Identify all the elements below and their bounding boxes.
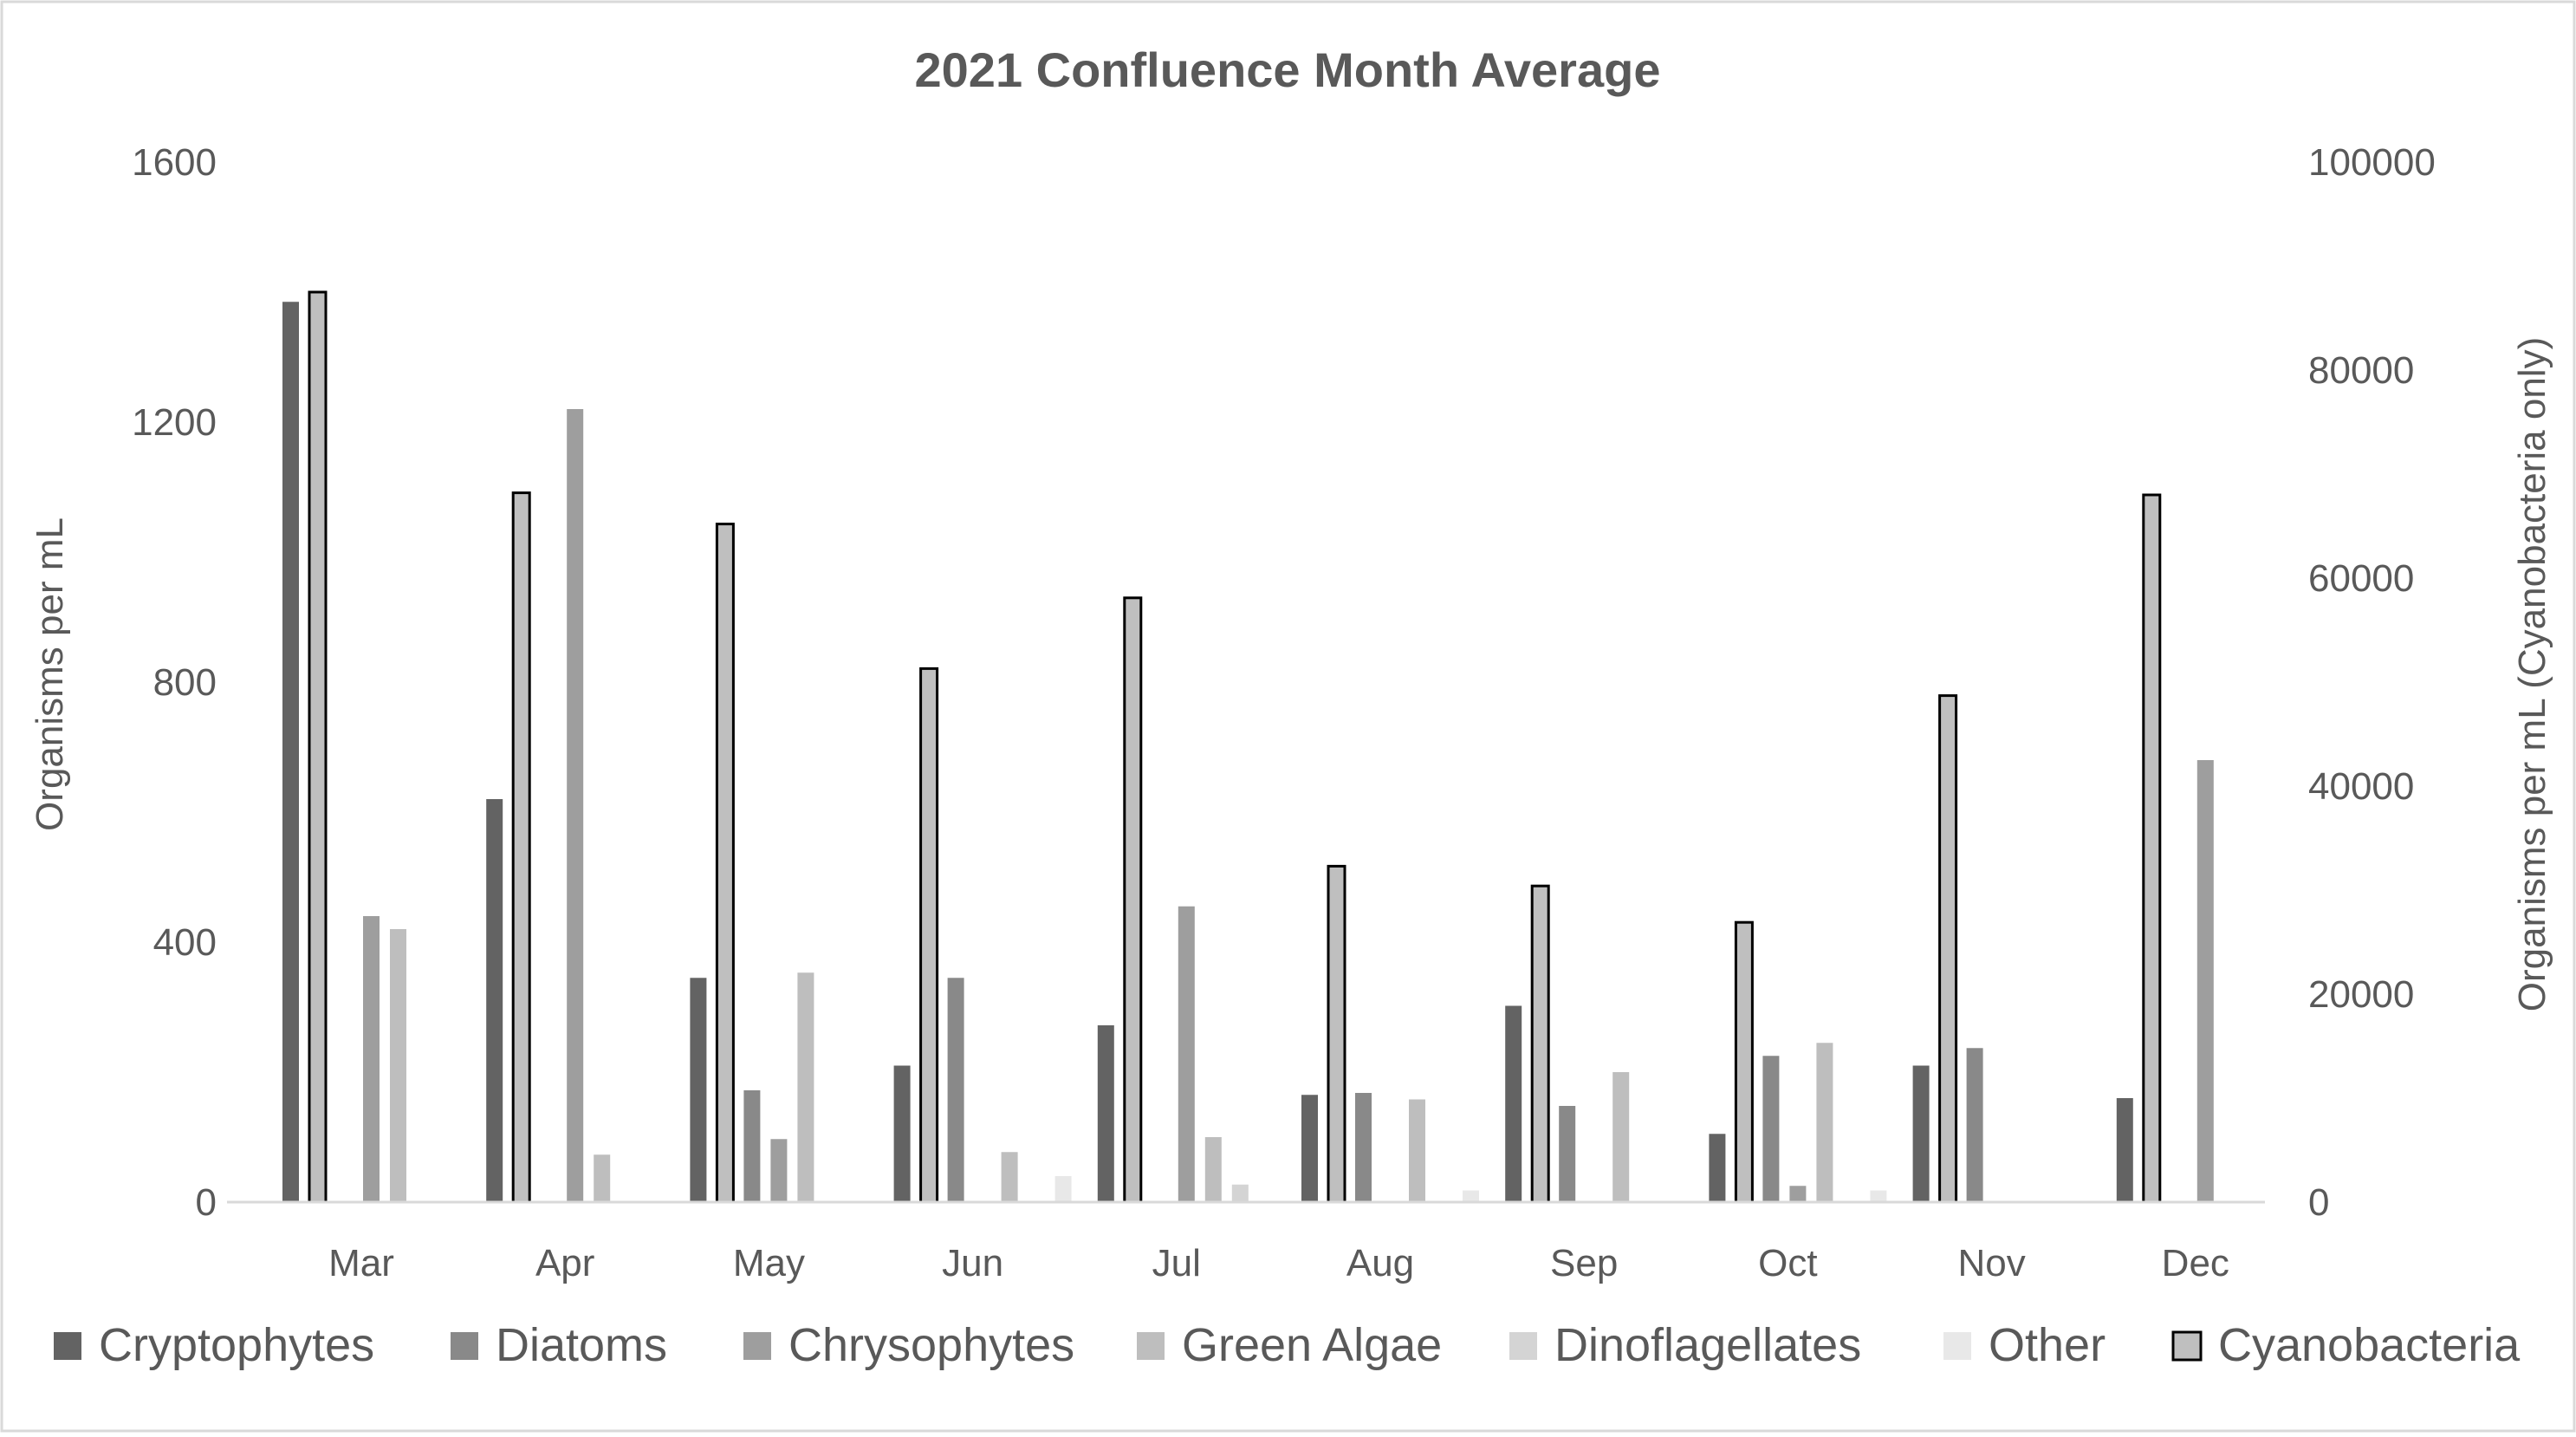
bar-diatoms-nov	[1966, 1048, 1983, 1202]
bars	[282, 290, 2214, 1204]
bar-dinoflagellates-jul	[1231, 1184, 1249, 1202]
bar-cryptophytes-dec	[2116, 1098, 2133, 1202]
y2-axis-ticks: 0 20000 40000 60000 80000 100000	[2308, 141, 2436, 1224]
x-tick-label: Apr	[535, 1242, 594, 1284]
bar-green-algae-may	[797, 972, 814, 1202]
y2-axis-title: Organisms per mL (Cyanobacteria only)	[2511, 337, 2553, 1011]
legend-swatch	[1943, 1332, 1971, 1360]
bar-green-algae-sep	[1612, 1072, 1630, 1202]
legend-label: Diatoms	[496, 1319, 667, 1371]
bar-chrysophytes-oct	[1789, 1186, 1807, 1202]
y2-tick-label: 100000	[2308, 141, 2436, 184]
bar-cyanobacteria-apr	[511, 491, 531, 1204]
legend-label: Green Algae	[1182, 1319, 1442, 1371]
bar-cryptophytes-jun	[893, 1065, 911, 1202]
bar-diatoms-oct	[1762, 1056, 1780, 1202]
x-tick-label: May	[733, 1242, 805, 1284]
bar-other-aug	[1463, 1190, 1479, 1202]
bar-chrysophytes-may	[770, 1139, 788, 1202]
bar-cryptophytes-jul	[1097, 1025, 1114, 1202]
y-axis-ticks: 0 400 800 1200 1600	[132, 141, 217, 1224]
legend-swatch	[2171, 1330, 2203, 1362]
bar-diatoms-sep	[1559, 1106, 1576, 1202]
legend-swatch	[743, 1332, 771, 1360]
bar-cyanobacteria-nov	[1938, 694, 1958, 1204]
legend-label: Chrysophytes	[788, 1319, 1074, 1371]
bar-green-algae-jul	[1204, 1137, 1222, 1202]
bar-cryptophytes-oct	[1709, 1134, 1726, 1202]
bar-cyanobacteria-may	[715, 523, 735, 1204]
bar-chrysophytes-apr	[567, 409, 584, 1202]
bar-green-algae-oct	[1816, 1043, 1833, 1202]
bar-diatoms-may	[743, 1090, 761, 1202]
chart-title: 2021 Confluence Month Average	[915, 42, 1661, 97]
y-tick-label: 0	[196, 1181, 217, 1224]
y2-tick-label: 20000	[2308, 973, 2414, 1016]
legend-label: Cyanobacteria	[2218, 1319, 2521, 1371]
bar-cryptophytes-may	[690, 978, 707, 1202]
x-tick-label: Mar	[328, 1242, 394, 1284]
y-axis-title: Organisms per mL	[29, 517, 71, 831]
bar-chrysophytes-dec	[2196, 760, 2214, 1202]
bar-cryptophytes-mar	[282, 302, 299, 1202]
y2-tick-label: 40000	[2308, 765, 2414, 808]
bar-cryptophytes-aug	[1301, 1095, 1318, 1202]
legend-swatch	[1137, 1332, 1165, 1360]
bar-cyanobacteria-mar	[308, 290, 328, 1204]
x-tick-label: Dec	[2162, 1242, 2229, 1284]
bar-green-algae-jun	[1001, 1152, 1018, 1202]
x-tick-label: Sep	[1550, 1242, 1618, 1284]
bar-cryptophytes-apr	[486, 799, 503, 1202]
y2-tick-label: 80000	[2308, 349, 2414, 392]
y2-tick-label: 60000	[2308, 557, 2414, 600]
y-tick-label: 800	[153, 661, 217, 704]
x-axis-labels: Mar Apr May Jun Jul Aug Sep Oct Nov Dec	[328, 1242, 2229, 1284]
legend-label: Dinoflagellates	[1554, 1319, 1861, 1371]
x-tick-label: Nov	[1957, 1242, 2025, 1284]
bar-green-algae-mar	[390, 929, 406, 1202]
y2-tick-label: 0	[2308, 1181, 2329, 1224]
bar-cyanobacteria-jun	[919, 666, 939, 1204]
y-tick-label: 1200	[132, 401, 217, 444]
bar-cryptophytes-nov	[1912, 1065, 1930, 1202]
bar-diatoms-jun	[947, 978, 964, 1202]
legend-swatch	[1509, 1332, 1537, 1360]
x-tick-label: Oct	[1758, 1242, 1817, 1284]
bar-cyanobacteria-jul	[1123, 596, 1143, 1204]
bar-other-oct	[1870, 1190, 1887, 1202]
x-tick-label: Aug	[1346, 1242, 1414, 1284]
bar-green-algae-aug	[1409, 1099, 1425, 1202]
y-tick-label: 400	[153, 921, 217, 964]
x-tick-label: Jul	[1152, 1242, 1201, 1284]
bar-cyanobacteria-dec	[2142, 493, 2162, 1204]
bar-cyanobacteria-sep	[1530, 884, 1550, 1204]
legend-label: Cryptophytes	[99, 1319, 374, 1371]
bar-cryptophytes-sep	[1505, 1005, 1522, 1202]
legend-swatch	[451, 1332, 478, 1360]
legend-label: Other	[1989, 1319, 2106, 1371]
legend: Cryptophytes Diatoms Chrysophytes Green Alg…	[54, 1319, 2521, 1371]
bar-chrysophytes-mar	[363, 916, 380, 1202]
bar-cyanobacteria-oct	[1734, 920, 1754, 1204]
x-tick-label: Jun	[942, 1242, 1003, 1284]
bar-other-jun	[1054, 1176, 1072, 1202]
bar-cyanobacteria-aug	[1327, 864, 1346, 1204]
bar-diatoms-aug	[1355, 1093, 1372, 1202]
legend-swatch	[54, 1332, 81, 1360]
bar-chrysophytes-jul	[1178, 906, 1195, 1202]
y-tick-label: 1600	[132, 141, 217, 184]
bar-green-algae-apr	[594, 1154, 611, 1202]
